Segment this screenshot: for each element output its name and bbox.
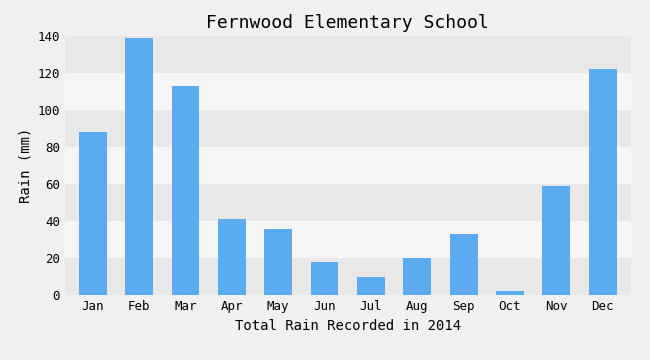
Bar [65,184,630,221]
Bar [496,292,524,295]
Bar [543,186,570,295]
Bar [265,229,292,295]
Bar [65,258,630,295]
Bar [65,147,630,184]
Bar [65,221,630,258]
Bar [79,132,107,295]
Bar [218,219,246,295]
Title: Fernwood Elementary School: Fernwood Elementary School [207,14,489,32]
Bar [172,86,200,295]
Bar [65,73,630,110]
Bar [404,258,431,295]
Bar [311,262,339,295]
Bar [450,234,478,295]
X-axis label: Total Rain Recorded in 2014: Total Rain Recorded in 2014 [235,319,461,333]
Bar [65,110,630,147]
Bar [65,36,630,73]
Bar [125,38,153,295]
Y-axis label: Rain (mm): Rain (mm) [18,128,32,203]
Bar [589,69,617,295]
Bar [357,277,385,295]
